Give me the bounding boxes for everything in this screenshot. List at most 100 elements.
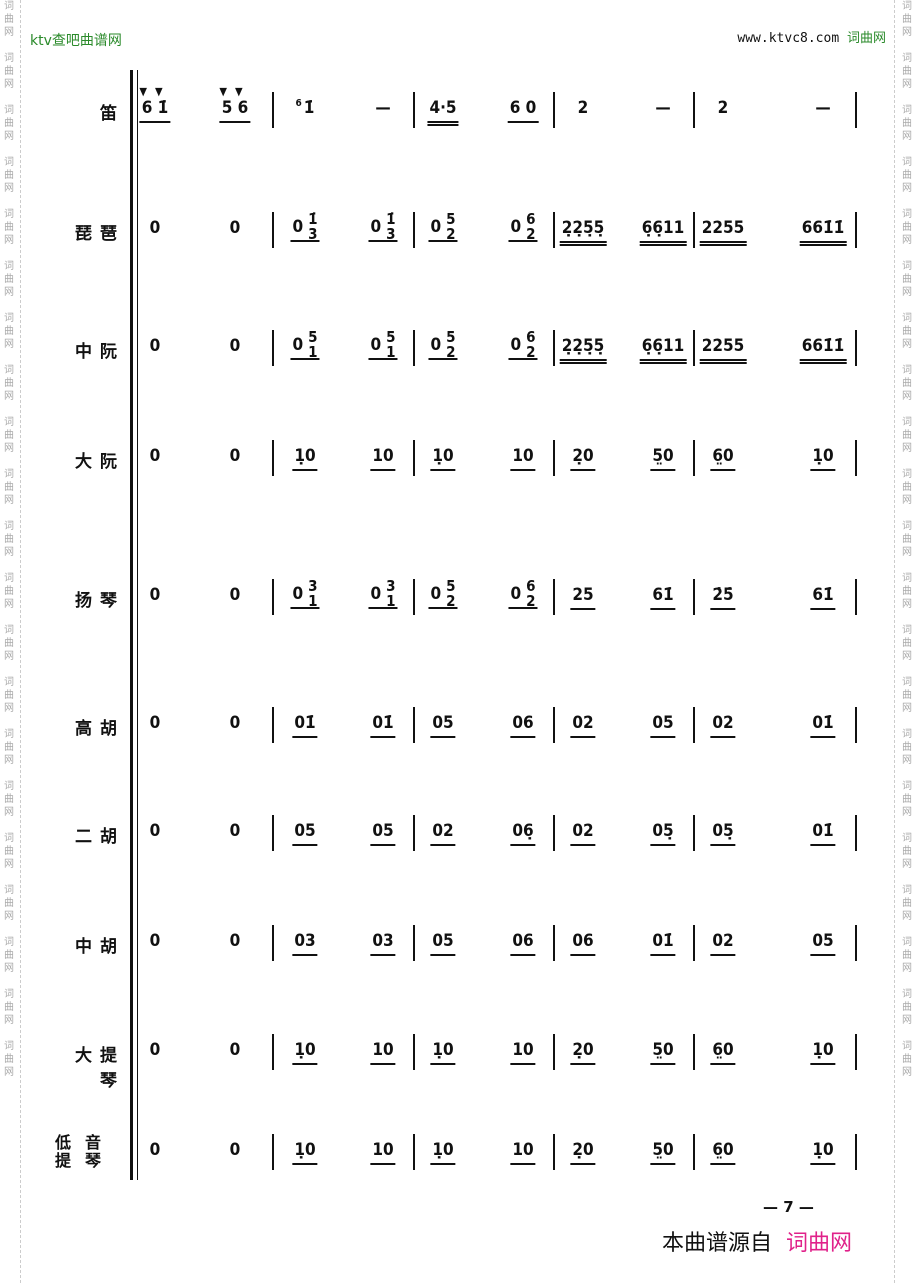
note-text: 61̇: [812, 585, 834, 605]
accent-mark: ▼▼: [139, 85, 171, 98]
barline: [553, 707, 555, 743]
site-header-right: www.ktvc8.com 词曲网: [737, 27, 886, 46]
chord-note-hi: 5: [446, 577, 456, 595]
barline: [553, 440, 555, 476]
barline: [553, 330, 555, 366]
note-text: 10: [512, 446, 534, 466]
right-margin-line: [894, 0, 895, 1283]
note-text: 25: [572, 585, 594, 605]
chord-note-lo: 2: [446, 592, 456, 610]
note-text: 0: [229, 713, 241, 733]
note-beat: 0: [230, 821, 241, 841]
note-beat: 0 1̇ 3: [290, 212, 320, 243]
note-text: 0: [149, 821, 161, 841]
note-beat: 0: [230, 1140, 241, 1160]
note-text: 6̣6̣11: [641, 336, 685, 356]
note-beat: 05: [650, 713, 676, 738]
page-number: — 7 —: [763, 1198, 814, 1216]
note-text: 1̇: [303, 98, 315, 118]
barline: [855, 815, 857, 851]
barline: [693, 212, 695, 248]
note-text: 6̣6̣11: [641, 218, 685, 238]
barline: [413, 925, 415, 961]
note-text: 0: [292, 584, 304, 604]
note-text: 661̇1̇: [801, 218, 845, 238]
note-text: 0: [149, 218, 161, 238]
note-beat: 05: [292, 821, 318, 846]
note-text: 2̣0: [572, 1140, 594, 1160]
note-text: 0: [229, 1040, 241, 1060]
note-beat: ▼▼ 5 6: [219, 85, 251, 123]
barline: [272, 212, 274, 248]
barline: [553, 1134, 555, 1170]
note-beat: 6̤0: [710, 446, 736, 471]
note-text: 1̣0: [812, 1140, 834, 1160]
chord-note-lo: 1: [308, 343, 318, 361]
watermark-right: 词 曲 网 词 曲 网 词 曲 网 词 曲 网 词 曲 网 词 曲 网 词 曲 …: [902, 1, 912, 1078]
barline: [413, 579, 415, 615]
note-text: 2̣2̣5̣5̣: [561, 218, 605, 238]
barline: [272, 1034, 274, 1070]
barline: [272, 815, 274, 851]
note-text: —: [655, 98, 671, 118]
note-text: 03: [294, 931, 316, 951]
note-beat: 1̣0: [292, 1140, 318, 1165]
note-text: 10: [512, 1140, 534, 1160]
note-beat: 10: [370, 1140, 396, 1165]
barline: [855, 212, 857, 248]
note-text: 0: [430, 584, 442, 604]
note-text: 02: [712, 931, 734, 951]
note-beat: 661̇1̇: [799, 336, 847, 364]
note-text: 05̣: [712, 821, 734, 841]
note-beat: 10: [510, 1040, 536, 1065]
note-text: 0: [229, 585, 241, 605]
barline: [693, 579, 695, 615]
note-beat: 6̤0: [710, 1140, 736, 1165]
note-text: 01̇: [652, 931, 674, 951]
barline: [272, 925, 274, 961]
note-beat: 61̇: [650, 585, 676, 610]
note-beat: 6̤0: [710, 1040, 736, 1065]
note-beat: 2̣0: [570, 1140, 596, 1165]
note-text: 1̣0: [812, 1040, 834, 1060]
note-beat: 0 1̇ 3: [368, 212, 398, 242]
note-beat: 0: [150, 336, 161, 356]
note-text: 06̣: [512, 821, 534, 841]
note-text: 05: [432, 931, 454, 951]
accent-mark: ▼▼: [219, 85, 251, 98]
barline: [855, 1134, 857, 1170]
note-text: 1̣0: [294, 446, 316, 466]
instrument-label: 中阮: [75, 342, 125, 362]
note-beat: 0: [150, 585, 161, 605]
note-text: 10: [372, 1140, 394, 1160]
note-beat: 01̇: [292, 713, 318, 738]
note-text: 2̇5̇: [712, 585, 734, 605]
note-beat: —: [655, 98, 670, 118]
note-beat: 0: [230, 218, 241, 238]
note-text: 02: [572, 821, 594, 841]
note-beat: 05: [810, 931, 836, 956]
note-text: 2255: [701, 218, 745, 238]
chord-stack: 1̇ 3: [386, 212, 395, 242]
note-beat: 05̣: [650, 821, 676, 846]
chord-note-lo: 3: [386, 225, 396, 243]
barline: [272, 579, 274, 615]
chord-note-lo: 2: [526, 592, 536, 610]
chord-note-lo: 3: [308, 225, 318, 243]
note-beat: 0: [150, 931, 161, 951]
instrument-label: 扬琴: [75, 591, 125, 611]
barline: [693, 707, 695, 743]
note-beat: 1̣0: [810, 1140, 836, 1165]
note-beat: 10: [510, 1140, 536, 1165]
